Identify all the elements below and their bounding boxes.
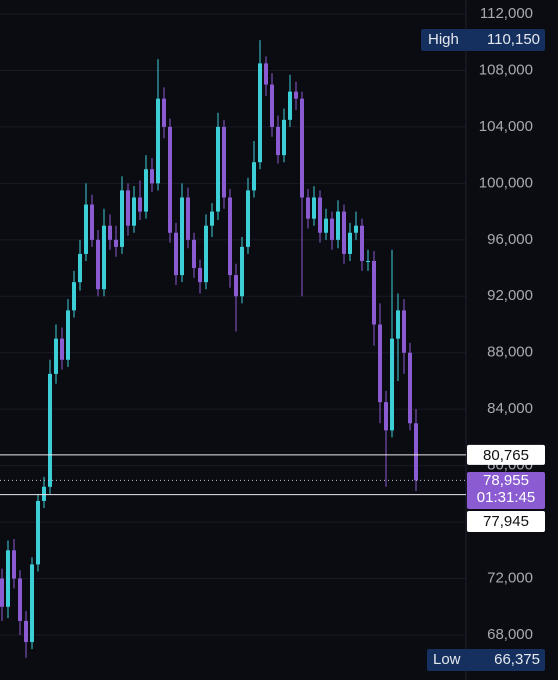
- candle-body: [174, 232, 178, 276]
- price-label: 80,765: [483, 447, 529, 464]
- low-badge: [427, 649, 545, 671]
- candle-body: [342, 211, 346, 254]
- candle-body: [402, 310, 406, 353]
- price-label: 77,945: [483, 513, 529, 530]
- candle-body: [192, 239, 196, 269]
- candle-body: [234, 275, 238, 297]
- price-label-box: [467, 444, 545, 465]
- candle-body: [258, 63, 262, 163]
- candle-body: [30, 564, 34, 643]
- candle-body: [198, 268, 202, 283]
- price-label-box: [467, 511, 545, 532]
- candle-body: [12, 550, 16, 579]
- candle-body: [0, 578, 4, 607]
- candle-body: [138, 197, 142, 212]
- candle-body: [324, 218, 328, 233]
- low-value: 66,375: [494, 651, 540, 668]
- candle-body: [210, 211, 214, 226]
- candle-body: [36, 500, 40, 565]
- candle-body: [378, 324, 382, 403]
- candle-body: [162, 98, 166, 127]
- y-tick-label: 104,000: [479, 118, 533, 135]
- candle-body: [132, 197, 136, 226]
- candle-body: [396, 310, 400, 339]
- candle-body: [318, 197, 322, 233]
- candle-body: [222, 126, 226, 198]
- high-badge: [421, 29, 545, 51]
- candle-body: [354, 225, 358, 233]
- y-tick-label: 84,000: [487, 400, 533, 417]
- candle-body: [48, 373, 52, 487]
- candle-body: [126, 190, 130, 226]
- candle-body: [102, 225, 106, 290]
- candle-body: [414, 423, 418, 481]
- candle-body: [120, 190, 124, 247]
- last-price-label: 78,955: [483, 472, 529, 489]
- candle-body: [54, 338, 58, 374]
- candle-body: [90, 204, 94, 240]
- y-tick-label: 96,000: [487, 231, 533, 248]
- countdown-label: 01:31:45: [477, 489, 535, 506]
- y-tick-label: 72,000: [487, 570, 533, 587]
- candle-body: [270, 84, 274, 127]
- candle-body: [306, 197, 310, 219]
- candle-body: [72, 282, 76, 311]
- y-tick-label: 108,000: [479, 61, 533, 78]
- low-label: Low: [433, 651, 461, 668]
- candle-body: [42, 486, 46, 501]
- candle-body: [216, 126, 220, 212]
- candle-body: [180, 197, 184, 276]
- candle-body: [6, 550, 10, 607]
- candle-body: [288, 91, 292, 120]
- candle-body: [108, 225, 112, 240]
- candle-body: [66, 310, 70, 360]
- last-price-box: [467, 472, 545, 509]
- candle-body: [276, 126, 280, 156]
- candle-body: [186, 197, 190, 240]
- candle-body: [204, 225, 208, 283]
- candle-body: [372, 260, 376, 325]
- candle-body: [24, 620, 28, 643]
- candle-body: [384, 402, 388, 431]
- y-tick-label: 88,000: [487, 344, 533, 361]
- candle-body: [348, 232, 352, 254]
- candle-body: [78, 253, 82, 283]
- candle-body: [18, 578, 22, 621]
- y-tick-label: 112,000: [480, 5, 533, 22]
- candle-body: [264, 63, 268, 85]
- candle-body: [228, 197, 232, 276]
- candle-body: [408, 352, 412, 424]
- candle-body: [300, 98, 304, 198]
- candle-body: [144, 169, 148, 212]
- candle-body: [336, 211, 340, 240]
- y-tick-label: 68,000: [487, 626, 533, 643]
- y-tick-label: 92,000: [487, 287, 533, 304]
- candle-body: [114, 239, 118, 247]
- candle-body: [282, 119, 286, 156]
- candle-body: [84, 204, 88, 254]
- candle-body: [96, 239, 100, 290]
- candle-body: [312, 197, 316, 219]
- candle-body: [360, 225, 364, 261]
- high-label: High: [428, 31, 459, 48]
- candle-body: [366, 260, 370, 262]
- candle-body: [156, 98, 160, 184]
- candle-body: [240, 246, 244, 297]
- y-tick-label: 100,000: [479, 174, 533, 191]
- candle-body: [294, 91, 298, 99]
- candle-body: [246, 190, 250, 247]
- candle-body: [252, 162, 256, 191]
- high-value: 110,150: [487, 31, 540, 48]
- candle-body: [150, 169, 154, 184]
- candle-body: [60, 338, 64, 360]
- candle-body: [168, 126, 172, 233]
- candle-body: [390, 338, 394, 431]
- candle-body: [330, 218, 334, 240]
